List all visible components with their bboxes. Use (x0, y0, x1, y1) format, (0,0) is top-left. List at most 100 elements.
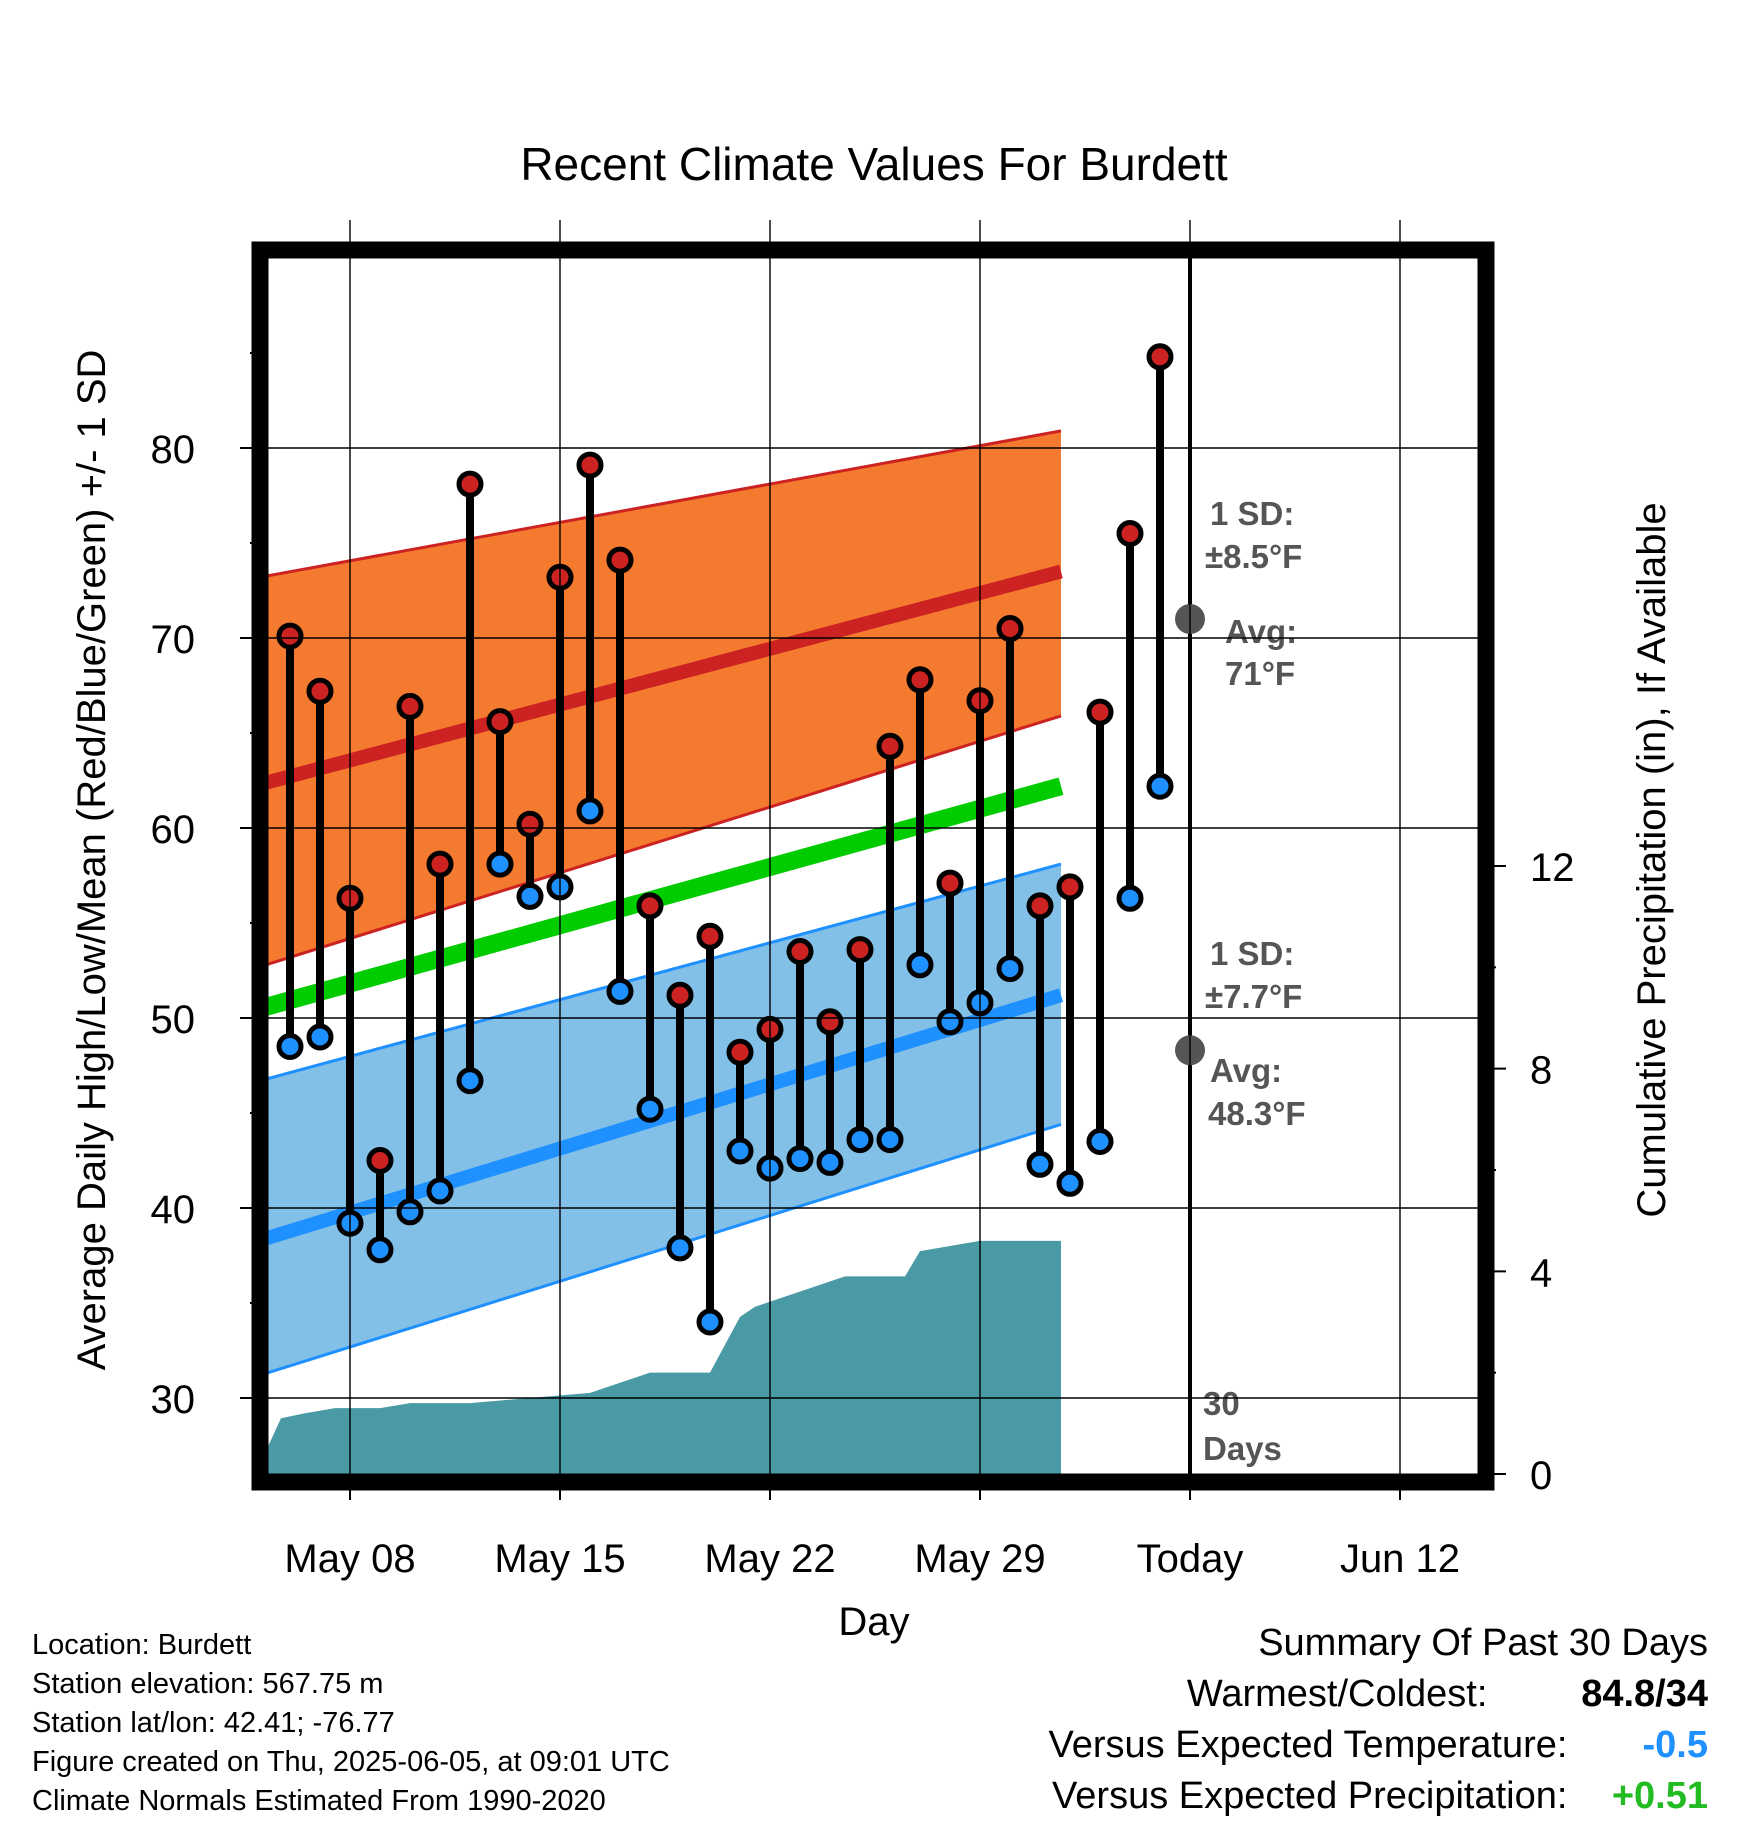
low-upper-line (268, 862, 1062, 1081)
y-tick-label: 80 (151, 428, 196, 472)
high-sd-annotation: ±8.5°F (1205, 538, 1302, 575)
daily-high-point (846, 936, 874, 964)
plot-interior: 1 SD: ±8.5°F Avg: 71°F 1 SD: ±7.7°F Avg: 48.3°F… (268, 258, 1306, 1474)
plot-area: 1 SD: ±8.5°F Avg: 71°F 1 SD: ±7.7°F Avg: 48.3°F… (151, 220, 1575, 1581)
daily-low-point (816, 1148, 844, 1176)
low-lower-line (268, 1122, 1062, 1375)
daily-high-point (1116, 520, 1144, 547)
low-avg-annotation: 48.3°F (1208, 1095, 1306, 1132)
summary-precipitation-label: Versus Expected Precipitation: (1052, 1775, 1568, 1817)
y-axis-label-right: Cumulative Precipitation (in), If Availa… (1630, 502, 1674, 1217)
daily-high-point (786, 938, 814, 965)
y-tick-label: 50 (151, 998, 196, 1042)
daily-high-point (1056, 873, 1084, 901)
days-annotation: 30 (1203, 1385, 1240, 1422)
x-tick-label: Today (1137, 1537, 1244, 1581)
daily-low-point (426, 1177, 454, 1205)
x-tick-label: May 15 (494, 1537, 625, 1581)
daily-high-point (936, 869, 964, 897)
summary-warmest-coldest-label: Warmest/Coldest: (1186, 1673, 1488, 1715)
daily-low-point (1086, 1128, 1114, 1155)
summary-precipitation-value: +0.51 (1611, 1775, 1708, 1817)
footer-normals: Climate Normals Estimated From 1990-2020 (32, 1785, 606, 1817)
daily-high-point (396, 692, 424, 720)
x-tick-label: Jun 12 (1340, 1537, 1460, 1581)
precipitation-area (268, 1240, 1061, 1474)
high-sd-annotation: 1 SD: (1210, 495, 1294, 532)
y-tick-label-right: 12 (1530, 846, 1575, 890)
x-tick-label: May 08 (284, 1537, 415, 1581)
summary-warmest-coldest-value: 84.8/34 (1581, 1673, 1708, 1715)
footer-location: Location: Burdett (32, 1629, 252, 1661)
summary-temperature: Versus Expected Temperature: -0.5 (1049, 1724, 1708, 1767)
daily-high-point (906, 666, 934, 694)
footer-created: Figure created on Thu, 2025-06-05, at 09… (32, 1746, 670, 1778)
low-sd-annotation: ±7.7°F (1205, 978, 1302, 1015)
daily-low-point (636, 1095, 664, 1123)
daily-low-point (306, 1023, 334, 1051)
daily-high-point (516, 810, 544, 838)
daily-high-point (576, 451, 604, 479)
low-sd-annotation: 1 SD: (1210, 935, 1294, 972)
summary-precipitation: Versus Expected Precipitation: +0.51 (1052, 1775, 1708, 1818)
daily-high-point (1146, 343, 1174, 371)
daily-low-point (996, 955, 1024, 983)
footer-elevation: Station elevation: 567.75 m (32, 1668, 384, 1700)
daily-high-point (696, 922, 724, 950)
daily-high-point (816, 1008, 844, 1036)
high-avg-annotation: 71°F (1225, 655, 1295, 692)
x-tick-label: May 29 (914, 1537, 1045, 1581)
daily-high-point (1086, 698, 1114, 726)
daily-high-point (876, 732, 904, 760)
daily-low-point (1026, 1150, 1054, 1178)
daily-low-point (576, 797, 604, 825)
days-annotation: Days (1203, 1430, 1282, 1467)
y-tick-label: 40 (151, 1188, 196, 1232)
daily-low-point (726, 1137, 754, 1165)
high-lower-line (268, 714, 1062, 966)
footer-latlon: Station lat/lon: 42.41; -76.77 (32, 1707, 395, 1739)
y-tick-label-right: 8 (1530, 1049, 1552, 1093)
daily-low-point (846, 1126, 874, 1154)
daily-high-point (996, 615, 1024, 642)
daily-low-point (456, 1067, 484, 1095)
y-tick-label: 70 (151, 618, 196, 662)
daily-low-point (786, 1145, 814, 1173)
y-tick-label: 60 (151, 808, 196, 852)
daily-high-point (276, 622, 304, 650)
daily-low-point (1146, 772, 1174, 800)
summary-title: Summary Of Past 30 Days (1258, 1622, 1708, 1664)
daily-low-point (366, 1236, 394, 1264)
daily-high-point (636, 892, 664, 920)
low-avg-line (268, 988, 1064, 1246)
daily-high-point (366, 1147, 394, 1174)
y-tick-label: 30 (151, 1378, 196, 1422)
mean-avg-line (268, 777, 1064, 1016)
summary-temperature-label: Versus Expected Temperature: (1048, 1724, 1568, 1766)
daily-low-point (516, 882, 544, 910)
daily-high-point (306, 677, 334, 705)
daily-high-point (666, 981, 694, 1009)
daily-low-point (1056, 1169, 1084, 1197)
summary-warmest-coldest: Warmest/Coldest: 84.8/34 (1187, 1673, 1708, 1716)
daily-low-point (1116, 884, 1144, 912)
daily-high-point (486, 708, 514, 736)
chart-title: Recent Climate Values For Burdett (520, 138, 1228, 190)
y-tick-label-right: 0 (1530, 1454, 1552, 1498)
daily-low-point (696, 1308, 724, 1336)
y-axis-label-left: Average Daily High/Low/Mean (Red/Blue/Gr… (70, 350, 114, 1371)
summary-temperature-value: -0.5 (1642, 1724, 1708, 1766)
daily-low-point (906, 951, 934, 979)
daily-low-point (486, 850, 514, 878)
daily-high-point (606, 546, 634, 574)
high-avg-line (268, 564, 1063, 790)
high-upper-line (268, 429, 1062, 578)
high-avg-annotation: Avg: (1225, 613, 1297, 650)
daily-low-point (936, 1008, 964, 1036)
daily-high-point (456, 470, 484, 498)
x-axis-label: Day (838, 1600, 909, 1644)
x-tick-label: May 22 (704, 1537, 835, 1581)
daily-high-point (726, 1038, 754, 1066)
y-tick-label-right: 4 (1530, 1251, 1552, 1295)
